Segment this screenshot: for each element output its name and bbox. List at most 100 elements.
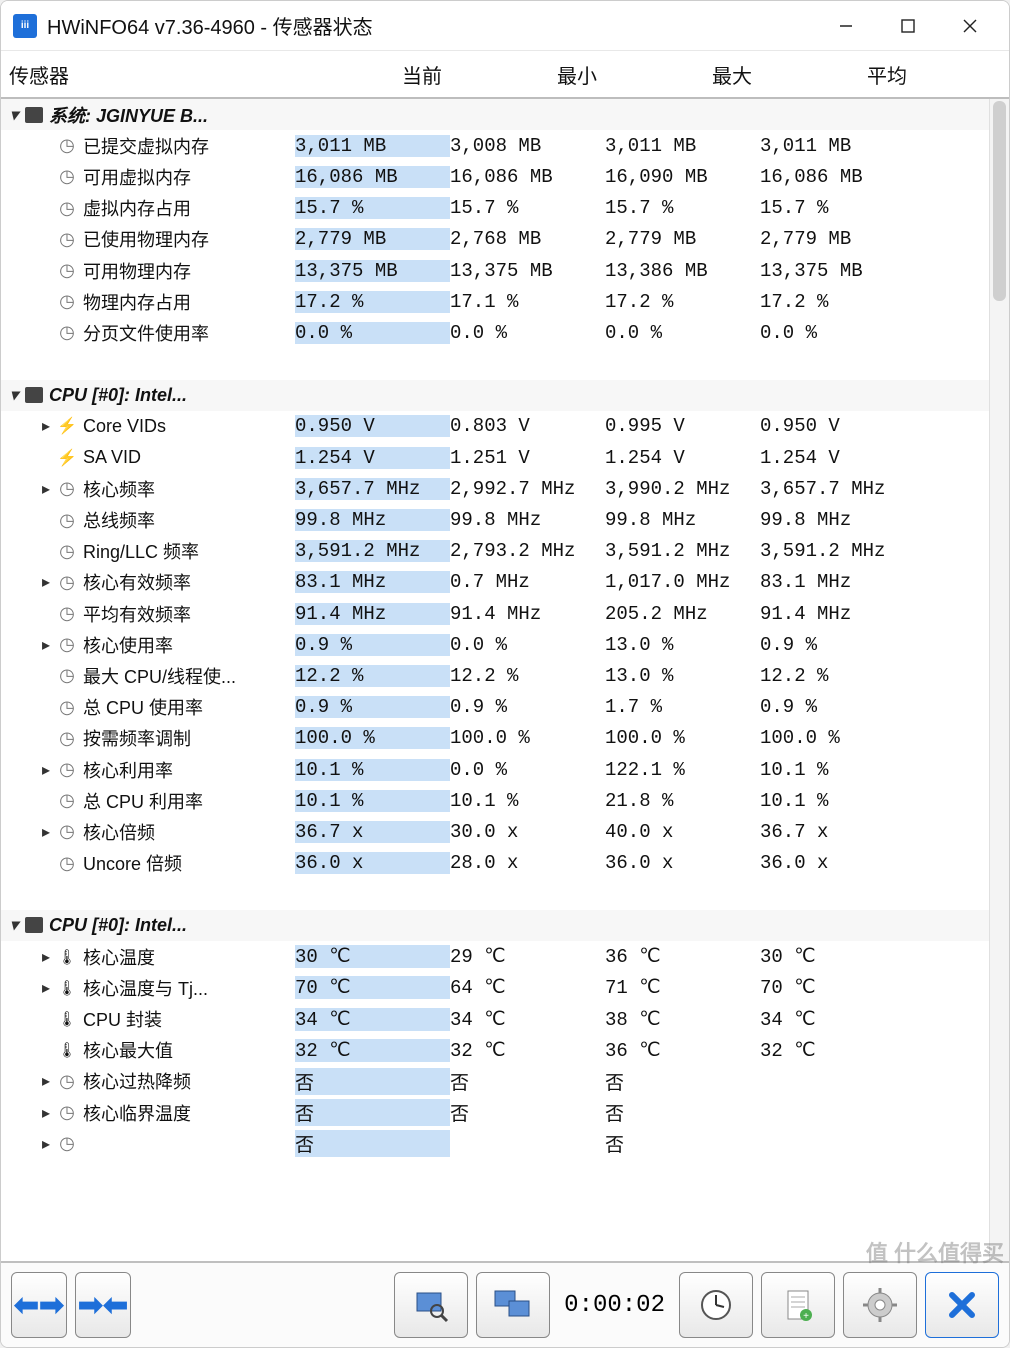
table-row[interactable]: 否否 bbox=[1, 1128, 1009, 1159]
sensor-value: 0.9 % bbox=[760, 696, 915, 718]
table-row[interactable]: 平均有效频率91.4 MHz91.4 MHz205.2 MHz91.4 MHz bbox=[1, 598, 1009, 629]
table-row[interactable] bbox=[1, 879, 1009, 910]
table-row[interactable]: 核心过热降频否否否 bbox=[1, 1066, 1009, 1097]
sensor-value: 1.254 V bbox=[760, 447, 915, 469]
collapse-button[interactable]: ➡⬅ bbox=[75, 1272, 131, 1338]
close-button[interactable] bbox=[939, 6, 1001, 46]
sensor-value: 30 ℃ bbox=[295, 945, 450, 968]
table-row[interactable]: Ring/LLC 频率3,591.2 MHz2,793.2 MHz3,591.2… bbox=[1, 536, 1009, 567]
sensor-value: 99.8 MHz bbox=[450, 509, 605, 531]
chevron-right-icon[interactable] bbox=[37, 1103, 55, 1123]
chevron-right-icon[interactable] bbox=[37, 947, 55, 967]
table-row[interactable]: 核心利用率10.1 %0.0 %122.1 %10.1 % bbox=[1, 754, 1009, 785]
chevron-down-icon[interactable] bbox=[5, 915, 23, 935]
header-max[interactable]: 最大 bbox=[605, 51, 760, 97]
table-row[interactable]: 总线频率99.8 MHz99.8 MHz99.8 MHz99.8 MHz bbox=[1, 504, 1009, 535]
table-row[interactable]: 虚拟内存占用15.7 %15.7 %15.7 %15.7 % bbox=[1, 193, 1009, 224]
close-sensors-button[interactable] bbox=[925, 1272, 999, 1338]
clock-icon bbox=[57, 666, 77, 686]
expand-button[interactable]: ⬅➡ bbox=[11, 1272, 67, 1338]
table-row[interactable]: 核心温度与 Tj...70 ℃64 ℃71 ℃70 ℃ bbox=[1, 972, 1009, 1003]
header-min[interactable]: 最小 bbox=[450, 51, 605, 97]
table-row[interactable]: CPU [#0]: Intel... bbox=[1, 380, 1009, 411]
sensor-value: 10.1 % bbox=[760, 759, 915, 781]
sensor-value: 否 bbox=[295, 1068, 450, 1095]
chevron-right-icon[interactable] bbox=[37, 760, 55, 780]
table-row[interactable]: 已使用物理内存2,779 MB2,768 MB2,779 MB2,779 MB bbox=[1, 224, 1009, 255]
table-row[interactable]: 最大 CPU/线程使...12.2 %12.2 %13.0 %12.2 % bbox=[1, 660, 1009, 691]
chevron-right-icon[interactable] bbox=[37, 978, 55, 998]
sensor-label: 核心温度 bbox=[83, 944, 155, 970]
sensor-value: 38 ℃ bbox=[605, 1008, 760, 1031]
scrollbar-thumb[interactable] bbox=[993, 101, 1006, 301]
table-row[interactable]: 核心温度30 ℃29 ℃36 ℃30 ℃ bbox=[1, 941, 1009, 972]
chevron-right-icon[interactable] bbox=[37, 635, 55, 655]
therm-icon bbox=[57, 1040, 77, 1060]
table-row[interactable]: 总 CPU 使用率0.9 %0.9 %1.7 %0.9 % bbox=[1, 692, 1009, 723]
monitors-button[interactable] bbox=[476, 1272, 550, 1338]
clock-icon bbox=[57, 1134, 77, 1154]
sensor-value: 36.7 x bbox=[295, 821, 450, 843]
sensor-value: 否 bbox=[605, 1099, 760, 1126]
header-avg[interactable]: 平均 bbox=[760, 51, 915, 97]
table-row[interactable]: Core VIDs0.950 V0.803 V0.995 V0.950 V bbox=[1, 411, 1009, 442]
sensor-value: 0.995 V bbox=[605, 415, 760, 437]
find-button[interactable] bbox=[394, 1272, 468, 1338]
sensor-value: 32 ℃ bbox=[450, 1039, 605, 1062]
chevron-right-icon[interactable] bbox=[37, 572, 55, 592]
sensor-label: SA VID bbox=[83, 447, 141, 468]
chevron-right-icon[interactable] bbox=[37, 416, 55, 436]
sensor-value: 34 ℃ bbox=[760, 1008, 915, 1031]
minimize-button[interactable] bbox=[815, 6, 877, 46]
table-row[interactable]: 物理内存占用17.2 %17.1 %17.2 %17.2 % bbox=[1, 286, 1009, 317]
table-row[interactable]: 可用虚拟内存16,086 MB16,086 MB16,090 MB16,086 … bbox=[1, 161, 1009, 192]
clock-icon bbox=[57, 167, 77, 187]
table-row[interactable]: 可用物理内存13,375 MB13,375 MB13,386 MB13,375 … bbox=[1, 255, 1009, 286]
settings-button[interactable] bbox=[843, 1272, 917, 1338]
table-row[interactable]: 按需频率调制100.0 %100.0 %100.0 %100.0 % bbox=[1, 723, 1009, 754]
table-row[interactable]: 分页文件使用率0.0 %0.0 %0.0 %0.0 % bbox=[1, 317, 1009, 348]
table-row[interactable]: 核心有效频率83.1 MHz0.7 MHz1,017.0 MHz83.1 MHz bbox=[1, 567, 1009, 598]
table-row[interactable]: 总 CPU 利用率10.1 %10.1 %21.8 %10.1 % bbox=[1, 785, 1009, 816]
table-row[interactable]: Uncore 倍频36.0 x28.0 x36.0 x36.0 x bbox=[1, 848, 1009, 879]
sensor-value: 13,386 MB bbox=[605, 260, 760, 282]
clock-icon bbox=[57, 728, 77, 748]
chevron-right-icon[interactable] bbox=[37, 479, 55, 499]
chevron-right-icon[interactable] bbox=[37, 822, 55, 842]
sensor-label: 核心最大值 bbox=[83, 1037, 173, 1063]
table-row[interactable]: 核心最大值32 ℃32 ℃36 ℃32 ℃ bbox=[1, 1035, 1009, 1066]
table-row[interactable]: CPU [#0]: Intel... bbox=[1, 910, 1009, 941]
sensor-value: 13.0 % bbox=[605, 665, 760, 687]
table-row[interactable]: 系统: JGINYUE B... bbox=[1, 99, 1009, 130]
table-row[interactable]: SA VID1.254 V1.251 V1.254 V1.254 V bbox=[1, 442, 1009, 473]
chevron-down-icon[interactable] bbox=[5, 105, 23, 125]
sensor-value: 2,768 MB bbox=[450, 228, 605, 250]
sensor-value: 3,011 MB bbox=[760, 135, 915, 157]
table-row[interactable]: 已提交虚拟内存3,011 MB3,008 MB3,011 MB3,011 MB bbox=[1, 130, 1009, 161]
header-sensor[interactable]: 传感器 bbox=[1, 51, 295, 97]
sensor-label: 核心过热降频 bbox=[83, 1068, 191, 1094]
sensor-value: 40.0 x bbox=[605, 821, 760, 843]
clock-button[interactable] bbox=[679, 1272, 753, 1338]
table-row[interactable]: 核心频率3,657.7 MHz2,992.7 MHz3,990.2 MHz3,6… bbox=[1, 473, 1009, 504]
table-row[interactable]: 核心使用率0.9 %0.0 %13.0 %0.9 % bbox=[1, 629, 1009, 660]
clock-icon bbox=[57, 1071, 77, 1091]
chevron-down-icon[interactable] bbox=[5, 385, 23, 405]
table-row[interactable]: 核心倍频36.7 x30.0 x40.0 x36.7 x bbox=[1, 816, 1009, 847]
sensor-value: 21.8 % bbox=[605, 790, 760, 812]
table-row[interactable]: 核心临界温度否否否 bbox=[1, 1097, 1009, 1128]
header-current[interactable]: 当前 bbox=[295, 51, 450, 97]
maximize-button[interactable] bbox=[877, 6, 939, 46]
sensor-value: 70 ℃ bbox=[295, 976, 450, 999]
table-row[interactable] bbox=[1, 349, 1009, 380]
chevron-right-icon[interactable] bbox=[37, 1134, 55, 1154]
sensor-value: 1.254 V bbox=[605, 447, 760, 469]
log-button[interactable]: + bbox=[761, 1272, 835, 1338]
chevron-right-icon[interactable] bbox=[37, 1071, 55, 1091]
clock-icon bbox=[57, 572, 77, 592]
sensor-value: 100.0 % bbox=[450, 727, 605, 749]
vertical-scrollbar[interactable] bbox=[989, 99, 1009, 1261]
sensor-value: 0.0 % bbox=[450, 759, 605, 781]
sensor-value: 否 bbox=[450, 1099, 605, 1126]
table-row[interactable]: CPU 封装34 ℃34 ℃38 ℃34 ℃ bbox=[1, 1003, 1009, 1034]
